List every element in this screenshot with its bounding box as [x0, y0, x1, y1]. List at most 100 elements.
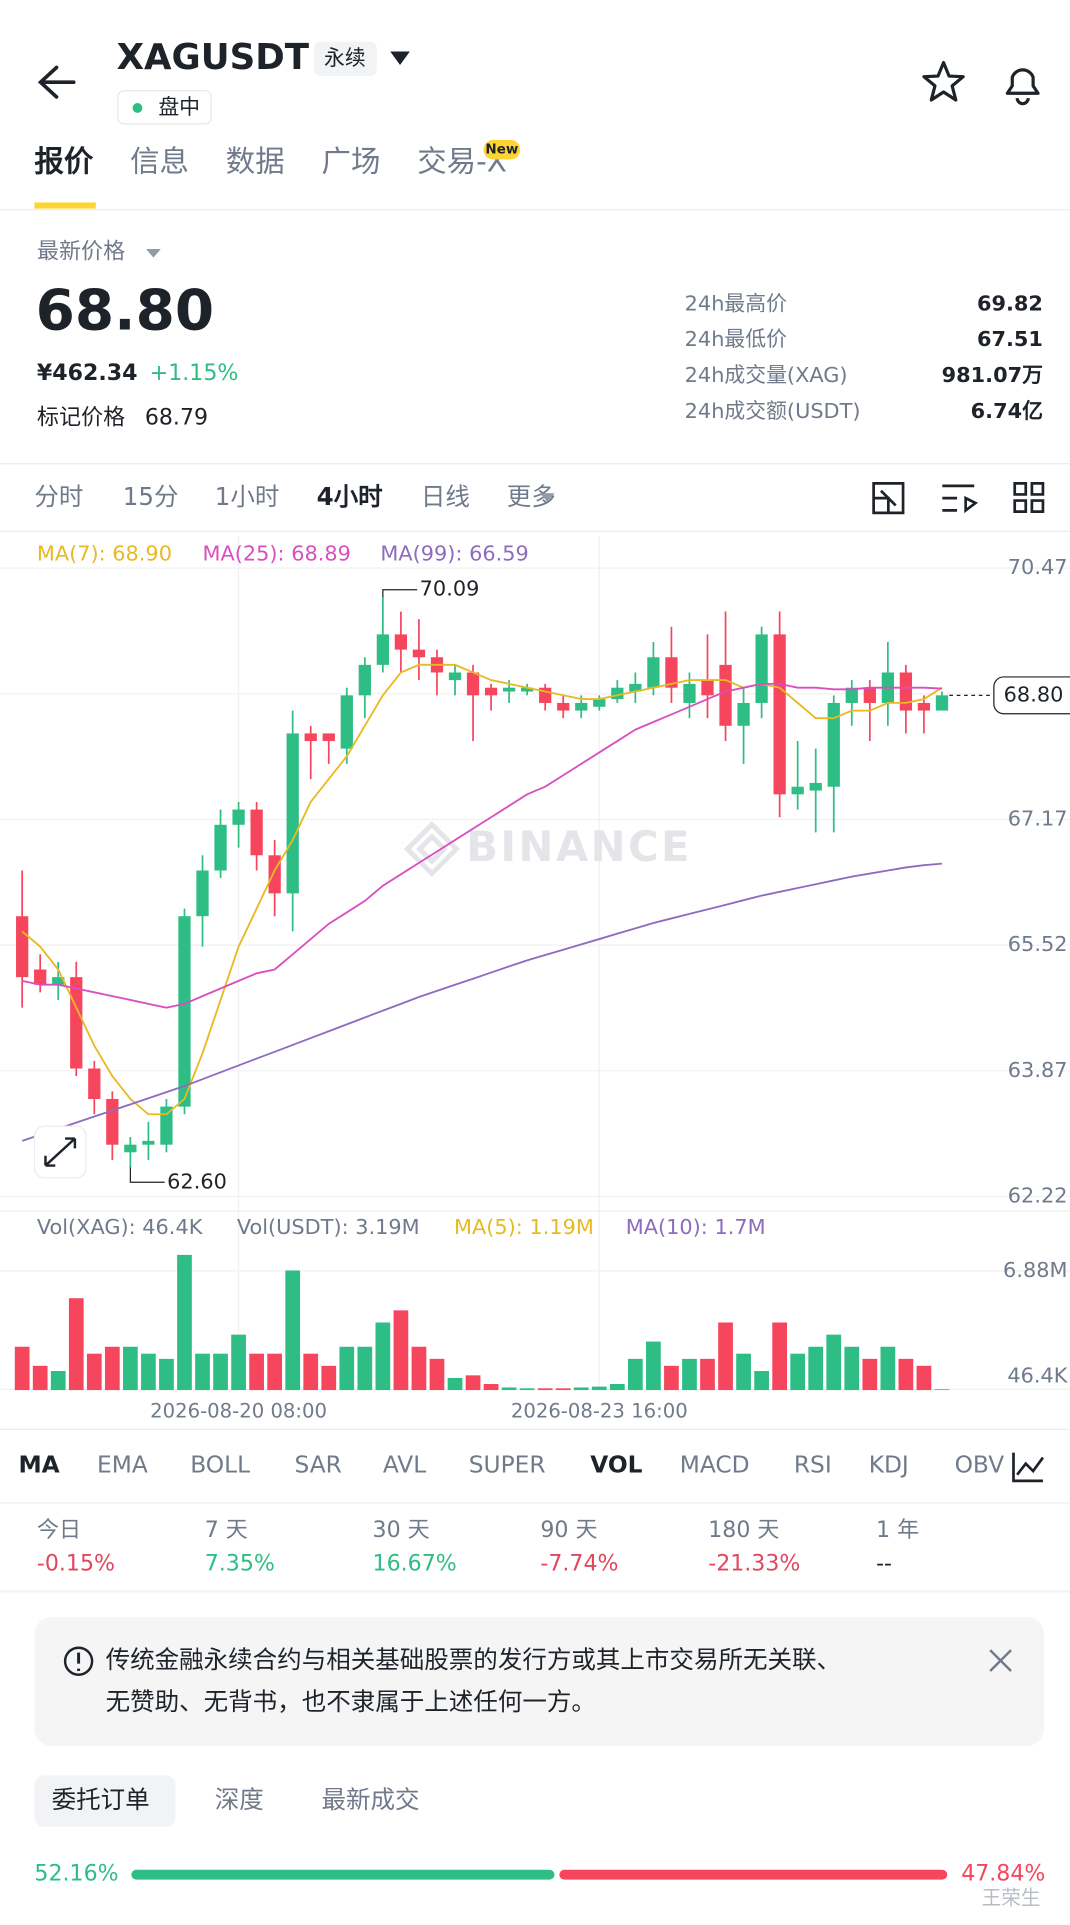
indicator[interactable]: AVL: [383, 1452, 426, 1479]
tab[interactable]: 信息: [130, 145, 189, 179]
more-dropdown[interactable]: [539, 493, 555, 502]
candle-body: [647, 657, 660, 688]
tool-compare[interactable]: [872, 482, 905, 515]
volume-legend: Vol(XAG): 46.4K: [37, 1215, 204, 1239]
volume-bar: [898, 1358, 914, 1391]
indicator[interactable]: VOL: [590, 1452, 642, 1479]
volume-bar: [682, 1358, 697, 1391]
period-change: -0.15%: [37, 1551, 115, 1576]
volume-bar: [916, 1365, 932, 1391]
volume-bar: [483, 1384, 499, 1391]
orderbook-tab[interactable]: 委托订单: [52, 1785, 150, 1814]
volume-bar: [880, 1346, 896, 1391]
volume-bar: [772, 1322, 788, 1391]
candle-body: [16, 916, 29, 978]
back-button[interactable]: [37, 65, 76, 99]
volume-bar: [321, 1365, 337, 1391]
indicator[interactable]: KDJ: [869, 1452, 909, 1479]
price-dropdown[interactable]: [146, 249, 161, 258]
volume-bar: [267, 1353, 283, 1391]
stat-value: 67.51: [977, 327, 1043, 351]
volume-bar: [844, 1346, 860, 1391]
notice-close[interactable]: [989, 1649, 1012, 1672]
indicator[interactable]: MACD: [680, 1452, 750, 1479]
stat-label: 24h成交量(XAG): [685, 363, 848, 387]
candle-body: [899, 672, 913, 711]
volume-bar: [736, 1353, 751, 1391]
favorite-button[interactable]: [922, 60, 965, 102]
volume-bar: [519, 1388, 535, 1391]
candle-body: [340, 695, 353, 749]
candle-body: [773, 634, 786, 795]
timeframe-bar: 分时 15分 1小时 4小时 日线 更多: [34, 482, 555, 511]
timeframe[interactable]: 15分: [123, 482, 179, 511]
candle-body: [52, 977, 65, 985]
notice-line: 传统金融永续合约与相关基础股票的发行方或其上市交易所无关联、: [106, 1645, 841, 1674]
candle-body: [448, 672, 462, 681]
last-price-box: [993, 676, 1070, 715]
candle-body: [484, 687, 498, 696]
candle-body: [196, 870, 209, 917]
last-price-label: 68.80: [1004, 682, 1064, 706]
volume-bar: [501, 1387, 517, 1391]
orderbook-tab[interactable]: 深度: [215, 1785, 264, 1814]
indicator[interactable]: MA: [18, 1452, 59, 1479]
volume-bar: [664, 1365, 679, 1391]
candle-body: [142, 1140, 155, 1145]
tab[interactable]: 数据: [226, 145, 285, 179]
timeframe[interactable]: 分时: [34, 482, 83, 511]
tool-layout[interactable]: [1013, 482, 1045, 513]
ma-legend: MA(99): 66.59: [380, 542, 528, 566]
y-tick-label: 63.87: [1008, 1058, 1068, 1082]
volume-bar: [754, 1371, 769, 1391]
notice-icon: [63, 1646, 94, 1676]
market-status: 盘中: [158, 95, 200, 119]
tab[interactable]: 报价: [34, 145, 93, 179]
divider: [0, 1590, 1070, 1593]
candle-body: [178, 916, 191, 1107]
indicator[interactable]: OBV: [955, 1452, 1005, 1479]
orderbook-tab[interactable]: 最新成交: [322, 1785, 420, 1814]
period-label: 180 天: [708, 1518, 779, 1543]
stat-value: 981.07万: [942, 363, 1043, 387]
low-label: 62.60: [167, 1169, 227, 1193]
candle-body: [701, 680, 714, 696]
period-label: 今日: [37, 1518, 81, 1543]
stat-label: 24h最低价: [685, 327, 787, 351]
timeframe[interactable]: 日线: [421, 482, 470, 511]
candle-body: [322, 733, 335, 742]
indicator-settings[interactable]: [1012, 1452, 1045, 1483]
indicator[interactable]: EMA: [97, 1452, 148, 1479]
volume-bar: [231, 1334, 246, 1391]
timeframe[interactable]: 1小时: [215, 482, 280, 511]
volume-bar: [573, 1387, 589, 1391]
symbol-dropdown[interactable]: [390, 51, 410, 66]
volume-bar: [862, 1358, 878, 1391]
notice-line: 无赞助、无背书，也不隶属于上述任何一方。: [106, 1687, 596, 1716]
candle-body: [863, 687, 876, 703]
watermark-author: 王荣生: [982, 1887, 1041, 1910]
tab[interactable]: 广场: [322, 145, 381, 179]
period-label: 7 天: [205, 1518, 248, 1543]
ma-line: [21, 862, 943, 1142]
badge-bg: [314, 41, 377, 77]
period-change: 16.67%: [373, 1551, 457, 1576]
y-tick-label: 65.52: [1008, 932, 1068, 956]
stat-value: 6.74亿: [971, 399, 1043, 423]
new-badge: New: [485, 142, 518, 158]
indicator[interactable]: SAR: [295, 1452, 342, 1479]
period-label: 1 年: [876, 1518, 919, 1543]
volume-tick-label: 46.4K: [1007, 1364, 1068, 1388]
candle-body: [917, 702, 931, 711]
candle-body: [70, 977, 83, 1069]
alert-button[interactable]: [1005, 68, 1040, 106]
volume-bar: [159, 1358, 174, 1391]
indicator[interactable]: BOLL: [190, 1452, 250, 1479]
indicator[interactable]: RSI: [794, 1452, 832, 1479]
notice-box: [34, 1617, 1045, 1746]
timeframe[interactable]: 4小时: [317, 482, 384, 511]
volume-legend: Vol(USDT): 3.19M: [237, 1215, 420, 1239]
indicator[interactable]: SUPER: [469, 1452, 546, 1479]
tool-settings[interactable]: [942, 484, 979, 514]
